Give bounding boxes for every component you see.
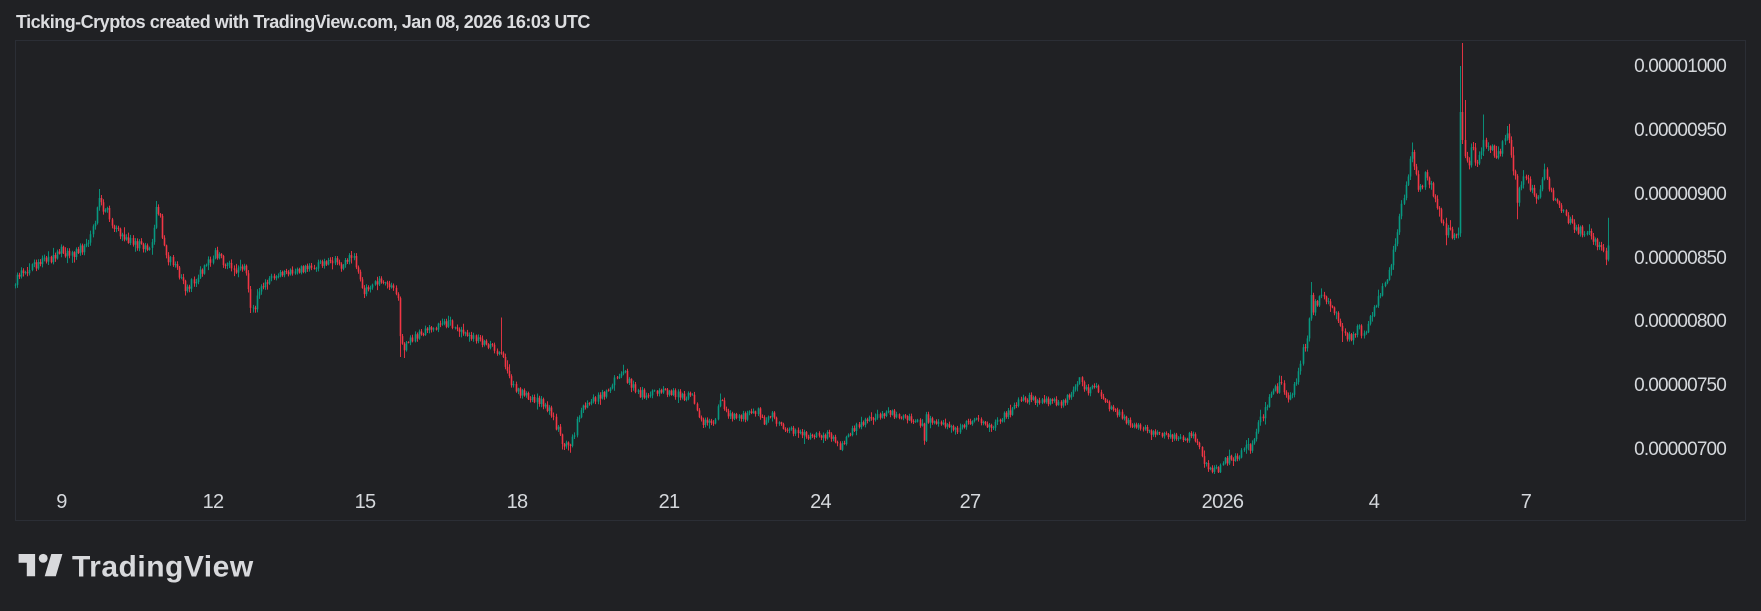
svg-text:TradingView: TradingView: [72, 551, 254, 584]
